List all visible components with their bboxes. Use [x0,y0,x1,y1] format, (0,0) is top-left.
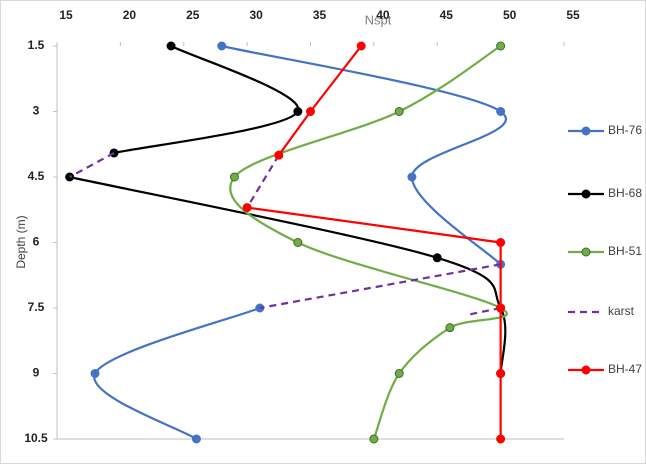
x-tick-label: 50 [503,8,517,22]
series-marker [369,434,379,444]
series-marker [356,41,366,51]
series-marker [274,150,284,160]
legend-label: BH-51 [608,244,642,258]
y-tick-label: 9 [33,366,40,380]
x-axis-label: Nspt [365,12,392,27]
legend-label: BH-76 [608,123,642,137]
y-tick-label: 10.5 [24,431,48,445]
series-marker [496,107,506,116]
legend-label: BH-47 [608,362,642,376]
series-marker [496,369,506,378]
series-line [229,45,508,440]
y-axis-label: Depth (m) [14,215,28,268]
series-marker [242,203,252,213]
y-tick-label: 3 [33,104,40,118]
legend-marker [581,126,591,136]
y-tick-label: 6 [33,235,40,249]
x-tick-label: 45 [440,8,454,22]
y-tick-label: 1.5 [28,38,45,52]
series-marker [394,107,404,116]
series-marker [293,107,303,116]
x-tick-label: 55 [566,8,580,22]
legend-marker [581,365,591,375]
legend-label: karst [608,304,635,318]
series-marker [407,172,417,182]
series-marker [306,107,315,116]
legend-marker [581,189,591,199]
series-marker [166,41,176,51]
x-tick-label: 20 [123,8,137,22]
series-marker [496,41,506,51]
x-tick-label: 15 [59,8,73,22]
x-tick-label: 25 [186,8,200,22]
x-tick-label: 30 [249,8,263,22]
legend-marker [581,247,591,257]
series-marker [90,369,100,378]
y-tick-label: 4.5 [28,169,45,183]
series-marker [394,369,404,378]
series-marker [191,434,201,444]
series-marker [445,323,455,333]
legend-label: BH-68 [608,186,642,200]
series-marker [496,434,506,444]
series-marker [229,172,239,182]
y-tick-label: 7.5 [28,300,45,314]
series-marker [496,238,506,247]
series-marker [432,253,442,263]
series-marker [217,41,227,51]
series-line [69,152,501,316]
x-tick-label: 40 [376,8,390,22]
x-tick-label: 35 [313,8,327,22]
series-marker [496,303,506,313]
series-marker [293,238,303,247]
